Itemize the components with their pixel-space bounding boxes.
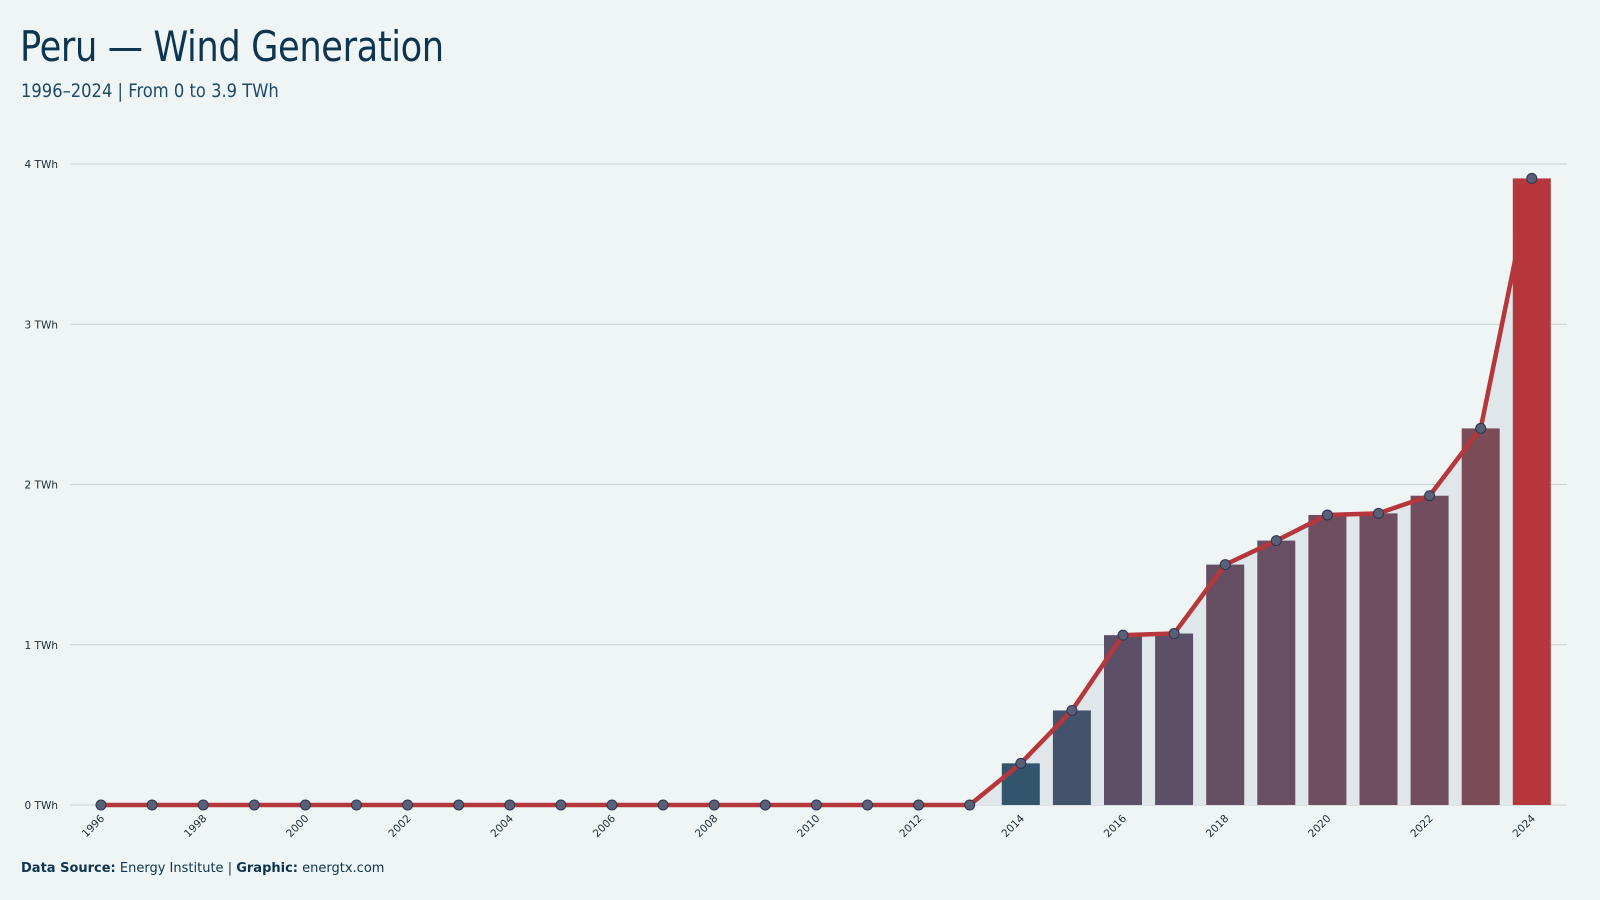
x-tick-label: 2022 xyxy=(1408,813,1435,840)
point-2000 xyxy=(299,799,311,811)
bar-2020 xyxy=(1308,514,1347,805)
x-tick-label: 1996 xyxy=(80,812,108,840)
point-1997 xyxy=(146,799,158,811)
point-2009 xyxy=(759,799,771,811)
bar-2018 xyxy=(1206,564,1245,805)
y-tick-label: 2 TWh xyxy=(25,480,58,492)
point-1996 xyxy=(95,799,107,811)
point-2020 xyxy=(1321,509,1333,521)
point-2004 xyxy=(504,799,516,811)
y-tick-label: 4 TWh xyxy=(25,159,58,171)
graphic-value: energtx.com xyxy=(302,861,385,876)
bar-2023 xyxy=(1461,428,1500,805)
x-tick-label: 2014 xyxy=(1000,812,1028,840)
point-2015 xyxy=(1066,704,1078,716)
x-tick-label: 1998 xyxy=(182,813,209,840)
point-2002 xyxy=(402,799,414,811)
chart-subtitle: 1996–2024 | From 0 to 3.9 TWh xyxy=(21,80,279,102)
source-label: Data Source: xyxy=(21,861,116,876)
point-2010 xyxy=(810,799,822,811)
y-axis-ticks: 0 TWh 1 TWh 2 TWh 3 TWh 4 TWh xyxy=(25,159,58,812)
point-2012 xyxy=(913,799,925,811)
chart-title: Peru — Wind Generation xyxy=(20,22,444,71)
point-2008 xyxy=(708,799,720,811)
y-tick-label: 0 TWh xyxy=(25,800,58,812)
point-1998 xyxy=(197,799,209,811)
x-tick-label: 2002 xyxy=(386,813,413,840)
point-2007 xyxy=(657,799,669,811)
x-tick-label: 2000 xyxy=(284,813,311,840)
markers xyxy=(95,172,1538,811)
point-2001 xyxy=(351,799,362,811)
point-2006 xyxy=(606,799,618,811)
bar-2017 xyxy=(1155,633,1194,805)
footer-separator: | xyxy=(227,861,233,876)
point-2017 xyxy=(1168,628,1180,640)
x-tick-label: 2020 xyxy=(1306,813,1333,840)
bar-2019 xyxy=(1257,540,1296,805)
point-2016 xyxy=(1117,629,1129,641)
x-tick-label: 2018 xyxy=(1204,813,1231,840)
x-tick-label: 2010 xyxy=(795,813,822,840)
y-tick-label: 1 TWh xyxy=(25,640,58,652)
x-tick-label: 2012 xyxy=(897,813,924,840)
point-2014 xyxy=(1015,757,1027,769)
x-tick-label: 2006 xyxy=(591,812,619,840)
point-2022 xyxy=(1424,490,1436,502)
bars xyxy=(1001,178,1551,806)
point-2021 xyxy=(1373,507,1384,519)
bar-2021 xyxy=(1359,513,1398,805)
footer-credits: Data Source: Energy Institute | Graphic:… xyxy=(21,861,384,876)
x-axis-ticks: 1996 1998 2000 2002 2004 2006 2008 2010 2012 2014… xyxy=(80,812,1538,840)
bar-2024 xyxy=(1512,178,1551,806)
point-2005 xyxy=(555,799,567,811)
graphic-label: Graphic: xyxy=(236,861,298,876)
bar-2014 xyxy=(1001,763,1040,805)
point-1999 xyxy=(248,799,260,811)
point-2003 xyxy=(453,799,465,811)
x-tick-label: 2016 xyxy=(1102,812,1130,840)
y-tick-label: 3 TWh xyxy=(25,319,58,331)
x-tick-label: 2024 xyxy=(1511,812,1539,840)
point-2024 xyxy=(1526,172,1538,184)
bar-2022 xyxy=(1410,495,1449,805)
x-tick-label: 2004 xyxy=(489,812,517,840)
point-2019 xyxy=(1270,535,1282,547)
point-2018 xyxy=(1219,559,1231,571)
bar-2016 xyxy=(1104,635,1142,805)
point-2011 xyxy=(862,799,873,811)
source-value: Energy Institute xyxy=(119,861,224,876)
point-2013 xyxy=(964,799,976,811)
point-2023 xyxy=(1475,422,1487,434)
x-tick-label: 2008 xyxy=(693,813,720,840)
